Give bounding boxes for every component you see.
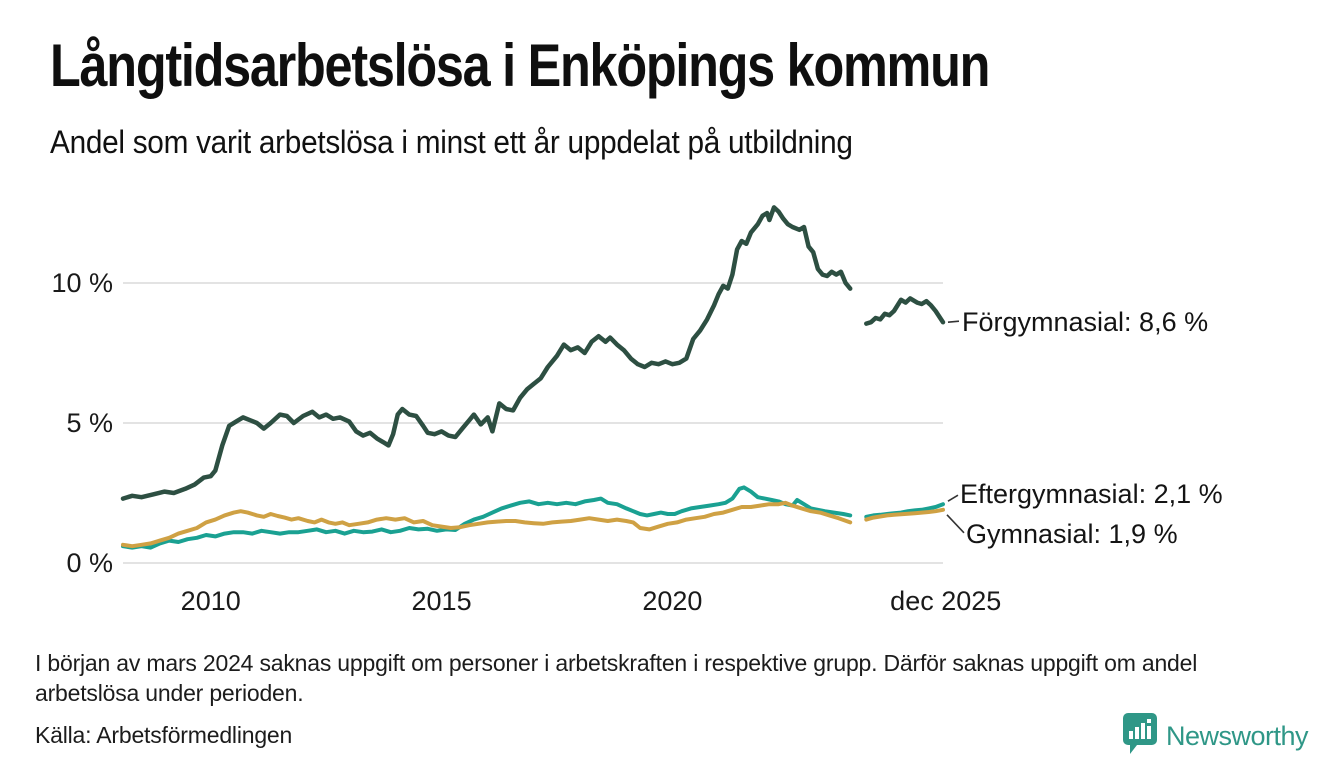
x-axis-tick-label: 2015: [411, 586, 472, 616]
label-connector: [947, 320, 960, 323]
page-title: Långtidsarbetslösa i Enköpings kommun: [50, 32, 990, 99]
x-axis-tick-label: 2010: [180, 586, 241, 616]
y-axis-tick-label: 10 %: [51, 268, 113, 298]
x-axis-tick-label: 2020: [642, 586, 703, 616]
series-line-förgymnasial: [120, 205, 853, 501]
y-axis-tick-label: 0 %: [66, 548, 113, 578]
series-line-förgymnasial: [864, 296, 946, 326]
y-axis-tick-label: 5 %: [66, 408, 113, 438]
page-subtitle: Andel som varit arbetslösa i minst ett å…: [50, 124, 853, 160]
label-connector: [947, 494, 959, 502]
newsworthy-bubble-chart-icon: [1120, 711, 1158, 762]
series-end-label-gymnasial: Gymnasial: 1,9 %: [966, 519, 1178, 549]
series-end-label-eftergymnasial: Eftergymnasial: 2,1 %: [960, 479, 1223, 509]
series-line-gymnasial: [121, 500, 853, 549]
series-line-eftergymnasial: [121, 485, 853, 550]
series-line-gymnasial: [864, 507, 945, 522]
series-end-label-förgymnasial: Förgymnasial: 8,6 %: [962, 307, 1209, 337]
footnote: I början av mars 2024 saknas uppgift om …: [35, 650, 1198, 706]
newsworthy-logo-text: Newsworthy: [1166, 720, 1309, 751]
newsworthy-logo: Newsworthy: [1120, 711, 1309, 762]
source-note: Källa: Arbetsförmedlingen: [35, 722, 293, 748]
label-connector: [946, 514, 965, 534]
x-axis-tick-label: dec 2025: [890, 586, 1002, 616]
